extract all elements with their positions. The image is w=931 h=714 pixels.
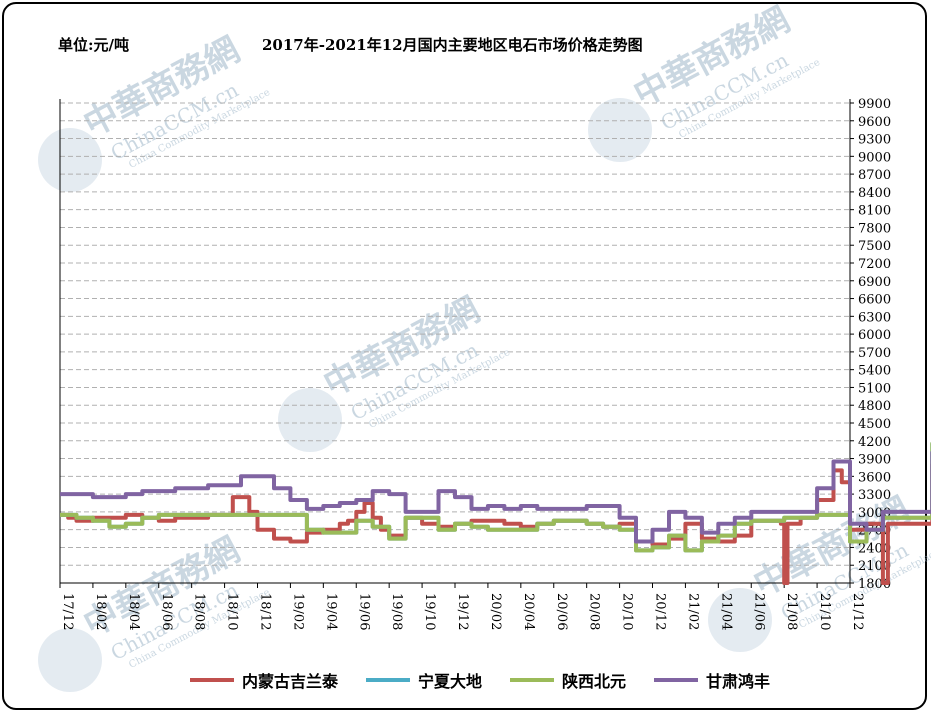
y-tick-label: 4200 [858,435,891,450]
y-tick-label: 3900 [858,453,891,468]
legend-swatch [654,678,699,682]
x-tick-label: 20/10 [620,593,635,630]
y-tick-label: 8400 [858,186,891,201]
x-tick-label: 19/06 [356,593,371,630]
y-tick-label: 6900 [858,275,891,290]
watermark-globe-icon [588,98,652,162]
x-tick-label: 18/02 [93,593,108,630]
y-tick-label: 4500 [858,417,891,432]
y-tick-label: 7500 [858,239,891,254]
series-line [60,451,931,544]
x-tick-label: 20/08 [587,593,602,630]
y-tick-label: 3300 [858,488,891,503]
x-tick-label: 21/02 [685,593,700,630]
watermark-globe-icon [38,628,102,692]
x-tick-label: 20/06 [554,593,569,630]
x-tick-label: 19/08 [389,593,404,630]
series-line [60,462,931,585]
x-tick-label: 21/08 [784,593,799,630]
x-tick-label: 18/12 [258,593,273,630]
legend-item: 陕西北元 [510,668,626,692]
y-tick-label: 5100 [858,381,891,396]
x-tick-label: 21/12 [850,593,865,630]
x-tick-label: 21/06 [751,593,766,630]
legend-label: 宁夏大地 [418,672,483,691]
x-tick-label: 20/04 [521,593,536,630]
legend-item: 甘肃鸿丰 [654,668,770,692]
y-tick-label: 7200 [858,257,891,272]
x-tick-label: 19/12 [455,593,470,630]
watermark-globe-icon [278,388,342,452]
y-tick-label: 9000 [858,150,891,165]
x-tick-label: 18/10 [225,593,240,630]
legend-label: 内蒙古吉兰泰 [242,672,339,691]
x-tick-label: 17/12 [60,593,75,630]
legend-item: 宁夏大地 [366,668,482,692]
y-tick-label: 9600 [858,115,891,130]
x-tick-label: 21/04 [718,593,733,630]
y-tick-label: 6000 [858,328,891,343]
legend-label: 陕西北元 [562,672,627,691]
chart-title: 2017年-2021年12月国内主要地区电石市场价格走势图 [262,36,643,54]
legend-swatch [366,678,411,682]
legend-swatch [190,678,234,682]
y-tick-label: 3600 [858,470,891,485]
x-tick-label: 21/10 [817,593,832,630]
y-tick-label: 5400 [858,364,891,379]
watermark-globe-icon [38,128,102,192]
y-tick-label: 7800 [858,221,891,236]
y-tick-label: 9900 [858,97,891,112]
x-tick-label: 18/08 [192,593,207,630]
legend-swatch [510,678,555,682]
unit-label: 单位:元/吨 [58,36,130,54]
y-tick-label: 6300 [858,310,891,325]
y-tick-label: 8700 [858,168,891,183]
watermark-globe-icon [708,588,772,652]
x-tick-label: 18/06 [159,593,174,630]
x-tick-label: 19/04 [323,593,338,630]
x-tick-label: 20/12 [653,593,668,630]
series-line [60,442,931,553]
x-tick-label: 18/04 [126,593,141,630]
y-tick-label: 8100 [858,204,891,219]
x-tick-label: 19/02 [290,593,305,630]
legend: 内蒙古吉兰泰 宁夏大地 陕西北元 甘肃鸿丰 [190,669,770,691]
legend-label: 甘肃鸿丰 [706,672,771,691]
x-tick-label: 19/10 [422,593,437,630]
y-tick-label: 6600 [858,293,891,308]
x-tick-label: 20/02 [488,593,503,630]
y-tick-label: 9300 [858,133,891,148]
y-tick-label: 4800 [858,399,891,414]
y-tick-label: 5700 [858,346,891,361]
legend-item: 内蒙古吉兰泰 [190,668,338,692]
